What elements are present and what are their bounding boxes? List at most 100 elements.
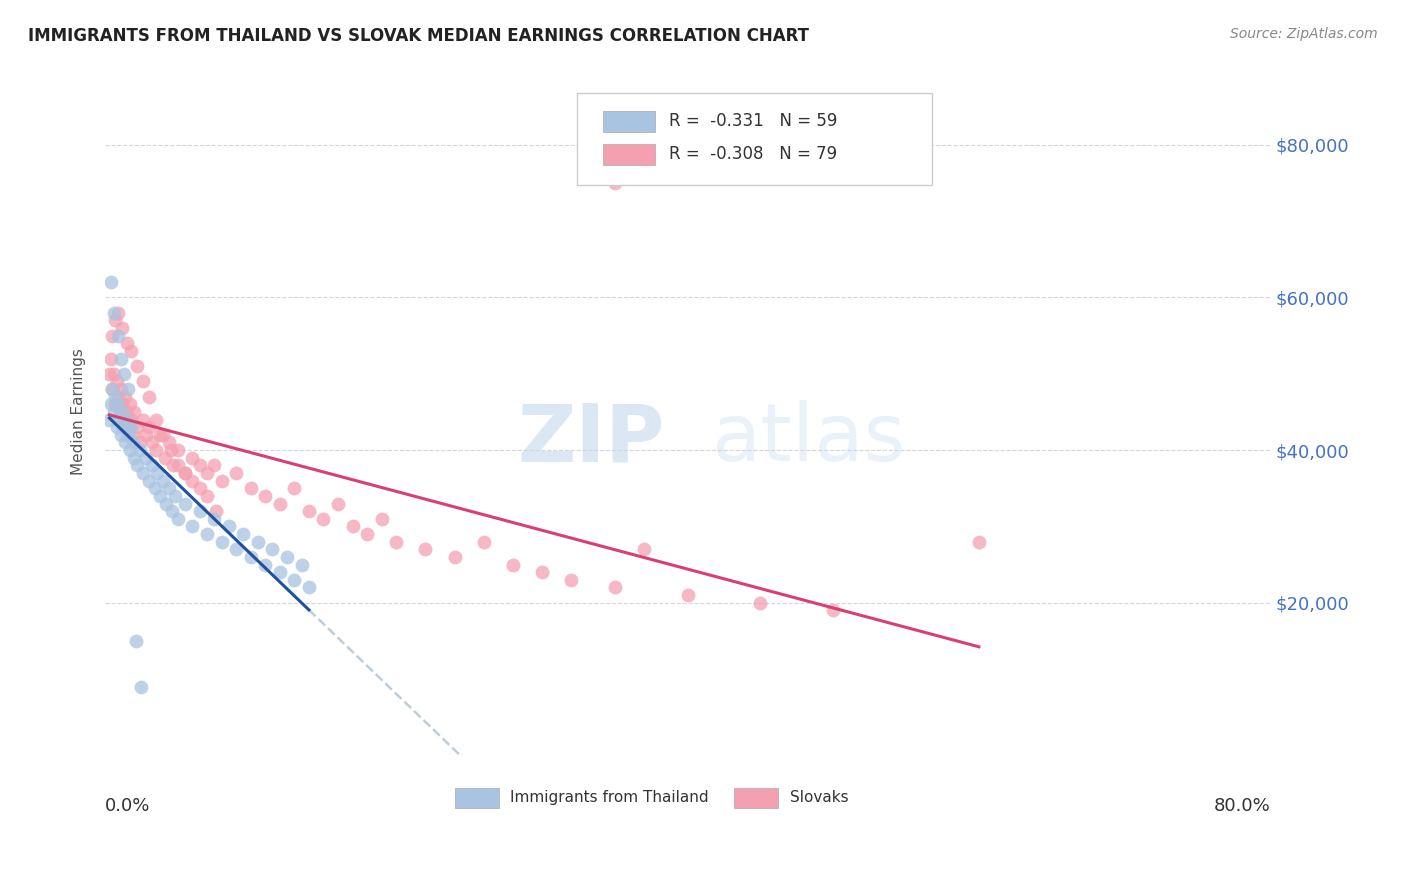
Point xyxy=(472,534,495,549)
Text: ZIP: ZIP xyxy=(517,401,664,478)
Point xyxy=(149,427,172,442)
Point xyxy=(502,558,524,572)
FancyBboxPatch shape xyxy=(576,93,932,186)
Point xyxy=(135,427,157,442)
Point xyxy=(125,458,148,473)
Point xyxy=(110,351,132,366)
Point xyxy=(415,542,437,557)
Point xyxy=(530,565,553,579)
Point xyxy=(107,306,129,320)
Text: IMMIGRANTS FROM THAILAND VS SLOVAK MEDIAN EARNINGS CORRELATION CHART: IMMIGRANTS FROM THAILAND VS SLOVAK MEDIA… xyxy=(28,27,808,45)
Point xyxy=(104,397,127,411)
Point xyxy=(132,375,155,389)
Point xyxy=(174,496,197,510)
Point xyxy=(141,435,163,450)
Point xyxy=(149,489,172,503)
Point xyxy=(202,512,225,526)
Point xyxy=(103,367,125,381)
Point xyxy=(560,573,582,587)
FancyBboxPatch shape xyxy=(454,789,499,807)
Point xyxy=(385,534,408,549)
Text: R =  -0.308   N = 79: R = -0.308 N = 79 xyxy=(669,145,837,163)
Point xyxy=(603,176,626,190)
Point xyxy=(138,390,160,404)
Point xyxy=(114,435,136,450)
Point xyxy=(246,534,269,549)
Point xyxy=(326,496,349,510)
Text: R =  -0.331   N = 59: R = -0.331 N = 59 xyxy=(669,112,838,130)
Point xyxy=(225,542,247,557)
Point xyxy=(152,474,174,488)
Point xyxy=(111,321,134,335)
Point xyxy=(112,367,135,381)
Text: 80.0%: 80.0% xyxy=(1213,797,1270,814)
Point xyxy=(108,405,131,419)
Point xyxy=(225,466,247,480)
Point xyxy=(98,412,121,426)
Point xyxy=(239,549,262,564)
Point xyxy=(967,534,990,549)
Point xyxy=(101,382,124,396)
Point xyxy=(121,427,143,442)
Point xyxy=(120,343,142,358)
Point xyxy=(356,527,378,541)
Point xyxy=(120,420,142,434)
Point xyxy=(159,443,181,458)
Point xyxy=(174,466,197,480)
FancyBboxPatch shape xyxy=(734,789,779,807)
Point xyxy=(114,390,136,404)
Point xyxy=(108,412,131,426)
Point xyxy=(155,496,177,510)
Point xyxy=(105,420,128,434)
Point xyxy=(254,558,277,572)
Point xyxy=(105,375,128,389)
Point xyxy=(143,481,166,495)
Point xyxy=(342,519,364,533)
FancyBboxPatch shape xyxy=(603,112,655,132)
Point xyxy=(181,450,204,465)
Point xyxy=(166,458,188,473)
Point xyxy=(254,489,277,503)
Point xyxy=(443,549,465,564)
Point xyxy=(633,542,655,557)
Point xyxy=(157,435,180,450)
Point xyxy=(104,313,127,327)
Point xyxy=(111,405,134,419)
Point xyxy=(749,596,772,610)
Point xyxy=(112,420,135,434)
Point xyxy=(100,351,122,366)
Point xyxy=(211,474,233,488)
Point xyxy=(211,534,233,549)
Point xyxy=(166,512,188,526)
Point xyxy=(181,474,204,488)
Point xyxy=(104,390,127,404)
Point xyxy=(103,405,125,419)
Text: Slovaks: Slovaks xyxy=(790,790,849,805)
Y-axis label: Median Earnings: Median Earnings xyxy=(72,349,86,475)
Point xyxy=(145,412,167,426)
Point xyxy=(110,382,132,396)
Text: atlas: atlas xyxy=(711,401,905,478)
Point xyxy=(117,427,139,442)
Point xyxy=(166,443,188,458)
Point xyxy=(107,397,129,411)
Point xyxy=(101,382,124,396)
Point xyxy=(283,573,305,587)
Point xyxy=(283,481,305,495)
FancyBboxPatch shape xyxy=(603,145,655,165)
Point xyxy=(371,512,394,526)
Point xyxy=(125,420,148,434)
Point xyxy=(146,466,169,480)
Point xyxy=(188,458,211,473)
Point xyxy=(112,412,135,426)
Point xyxy=(291,558,314,572)
Point xyxy=(122,450,145,465)
Point xyxy=(195,527,218,541)
Point xyxy=(152,427,174,442)
Point xyxy=(111,397,134,411)
Point xyxy=(100,275,122,289)
Point xyxy=(110,427,132,442)
Point xyxy=(232,527,254,541)
Point xyxy=(298,581,321,595)
Point xyxy=(262,542,284,557)
